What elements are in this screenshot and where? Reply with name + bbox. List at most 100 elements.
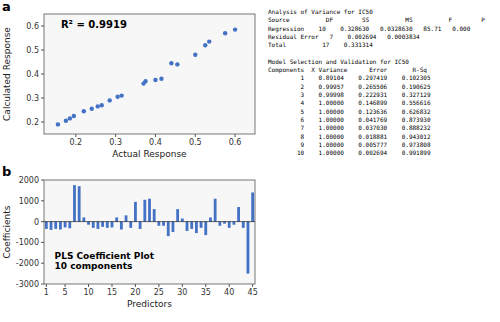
bar — [181, 218, 184, 221]
y-tick-label: 0.3 — [26, 94, 39, 103]
y-tick-label: -2000 — [16, 259, 39, 268]
y-axis-label: Coefficients — [2, 205, 12, 258]
bar — [97, 222, 100, 229]
bar — [73, 185, 76, 221]
point — [100, 103, 104, 107]
y-tick — [41, 221, 44, 222]
x-tick-label: 0.4 — [149, 138, 162, 147]
table-line: Regression 10 0.328630 0.0328630 85.71 0… — [268, 25, 471, 33]
point — [169, 61, 173, 65]
x-tick-label: 30 — [177, 288, 187, 297]
bar — [186, 222, 189, 231]
bar — [143, 200, 146, 222]
bar — [115, 217, 118, 221]
bar — [82, 217, 85, 221]
x-tick — [135, 284, 136, 287]
bar — [125, 215, 128, 221]
bar — [176, 209, 179, 221]
bar — [153, 209, 156, 221]
table-line: 4 1.00000 0.146899 0.556616 — [268, 99, 431, 106]
table-line: Model Selection and Validation for IC50 — [268, 58, 409, 65]
x-tick — [195, 134, 196, 137]
bar — [50, 222, 53, 230]
point — [207, 39, 211, 43]
x-tick — [182, 284, 183, 287]
table-line: 2 0.99957 0.265506 0.190625 — [268, 83, 431, 90]
point — [115, 95, 119, 99]
y-tick-label: 0.2 — [26, 118, 39, 127]
bar — [200, 222, 203, 228]
y-tick-label: 0.6 — [26, 22, 39, 31]
y-tick — [41, 242, 44, 243]
bar — [223, 222, 226, 224]
x-tick — [88, 284, 89, 287]
y-tick — [41, 200, 44, 201]
bar — [106, 222, 109, 228]
figure: 0.20.30.40.50.60.20.30.40.50.6Calculated… — [0, 0, 500, 322]
x-tick — [111, 284, 112, 287]
bar — [148, 199, 151, 222]
zero-line — [44, 221, 255, 222]
y-tick-label: 1000 — [19, 197, 39, 206]
bar — [190, 222, 193, 229]
bar — [45, 222, 48, 229]
table-line: Total 17 0.331314 — [268, 41, 373, 48]
bar — [101, 222, 104, 227]
x-tick-label: 0.2 — [69, 138, 82, 147]
table-line: 3 0.99998 0.222931 0.327129 — [268, 91, 431, 98]
y-tick — [41, 284, 44, 285]
point — [107, 98, 111, 102]
point — [143, 79, 147, 83]
point — [96, 104, 100, 108]
y-tick-label: 0 — [34, 218, 39, 227]
bar-panel: -3000-2000-1000010002000Coefficients1510… — [2, 164, 258, 309]
x-tick-label: 15 — [107, 288, 117, 297]
bar — [59, 222, 62, 230]
bar — [214, 199, 217, 222]
points — [56, 27, 238, 126]
x-tick-label: 20 — [130, 288, 140, 297]
bar — [120, 222, 123, 230]
point — [82, 109, 86, 113]
point — [223, 31, 227, 35]
point — [68, 116, 72, 120]
y-tick-label: -1000 — [16, 238, 39, 247]
bar — [78, 186, 81, 221]
point — [175, 62, 179, 66]
y-tick — [41, 74, 44, 75]
bar — [162, 222, 165, 226]
table-line: Residual Error 7 0.002694 0.0003834 — [268, 33, 420, 40]
annotation: PLS Coefficient Plot10 components — [55, 251, 155, 271]
annotation: R² = 0.9919 — [61, 19, 127, 30]
table-line: Analysis of Variance for IC50 — [268, 8, 373, 16]
plot-frame — [44, 180, 255, 284]
x-tick — [155, 134, 156, 137]
x-tick — [46, 284, 47, 287]
x-tick — [229, 284, 230, 287]
bar — [54, 222, 57, 229]
x-tick-label: 0.5 — [189, 138, 202, 147]
point — [203, 43, 207, 47]
x-tick — [252, 284, 253, 287]
y-axis-label: Calculated Response — [2, 27, 12, 121]
bar — [247, 222, 250, 274]
text-table: Analysis of Variance for IC50Source DF S… — [268, 8, 485, 156]
scatter-panel: 0.20.30.40.50.60.20.30.40.50.6Calculated… — [2, 0, 255, 159]
y-tick — [41, 122, 44, 123]
x-tick — [205, 284, 206, 287]
bar — [64, 222, 67, 228]
table-line: 6 1.00000 0.041769 0.873930 — [268, 116, 431, 123]
point — [119, 93, 123, 97]
table-line: 7 1.00000 0.037030 0.888232 — [268, 124, 431, 131]
table-line: Components X Variance Error R-Sq — [268, 66, 427, 74]
point — [56, 122, 60, 126]
point — [233, 27, 237, 31]
y-tick-label: -3000 — [16, 280, 39, 289]
table-line: Source DF SS MS F P — [268, 16, 485, 23]
y-tick — [41, 50, 44, 51]
y-tick — [41, 180, 44, 181]
x-axis-label: Actual Response — [112, 149, 187, 159]
y-tick-label: 0.4 — [26, 70, 39, 79]
x-tick-label: 35 — [201, 288, 211, 297]
bar — [251, 192, 254, 221]
